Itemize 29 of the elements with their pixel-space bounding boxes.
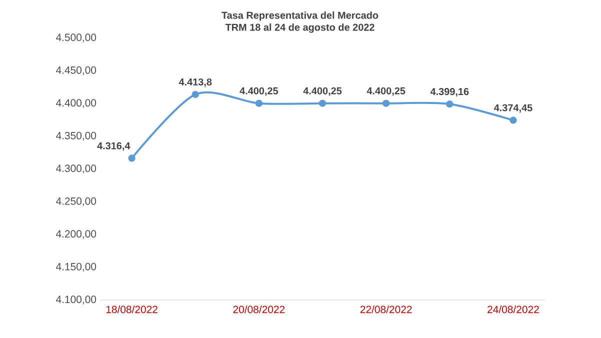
y-tick-label: 4.400,00 bbox=[56, 99, 96, 108]
point bbox=[128, 154, 136, 162]
y-tick-label: 4.100,00 bbox=[56, 296, 96, 304]
data-label: 4.400,25 bbox=[303, 87, 342, 96]
y-tick-label: 4.500,00 bbox=[56, 34, 96, 42]
point bbox=[192, 90, 199, 98]
y-tick-label: 4.200,00 bbox=[56, 230, 96, 239]
y-tick-label: 4.300,00 bbox=[56, 164, 96, 174]
x-tick-label: 18/08/2022 bbox=[106, 306, 158, 314]
point bbox=[382, 100, 390, 107]
chart-subtitle: TRM 18 al 24 de agosto de 2022 bbox=[225, 23, 374, 33]
y-tick-label: 4.150,00 bbox=[56, 262, 96, 272]
data-label: 4.374,45 bbox=[494, 104, 532, 113]
point bbox=[510, 116, 517, 124]
y-tick-label: 4.450,00 bbox=[56, 66, 96, 76]
data-label: 4.400,25 bbox=[240, 87, 278, 96]
y-tick-label: 4.250,00 bbox=[56, 197, 96, 206]
data-label: 4.316,4 bbox=[97, 142, 130, 151]
chart-title: Tasa Representativa del Mercado bbox=[222, 12, 378, 21]
x-tick-label: 22/08/2022 bbox=[360, 306, 412, 314]
x-tick-label: 20/08/2022 bbox=[233, 306, 285, 314]
data-label: 4.413,8 bbox=[178, 78, 212, 87]
x-tick-label: 24/08/2022 bbox=[488, 306, 539, 314]
data-label: 4.399,16 bbox=[430, 88, 469, 97]
point bbox=[446, 100, 454, 108]
point bbox=[318, 100, 326, 107]
y-tick-label: 4.350,00 bbox=[56, 132, 96, 141]
data-label: 4.400,25 bbox=[366, 87, 406, 96]
point bbox=[255, 100, 263, 107]
